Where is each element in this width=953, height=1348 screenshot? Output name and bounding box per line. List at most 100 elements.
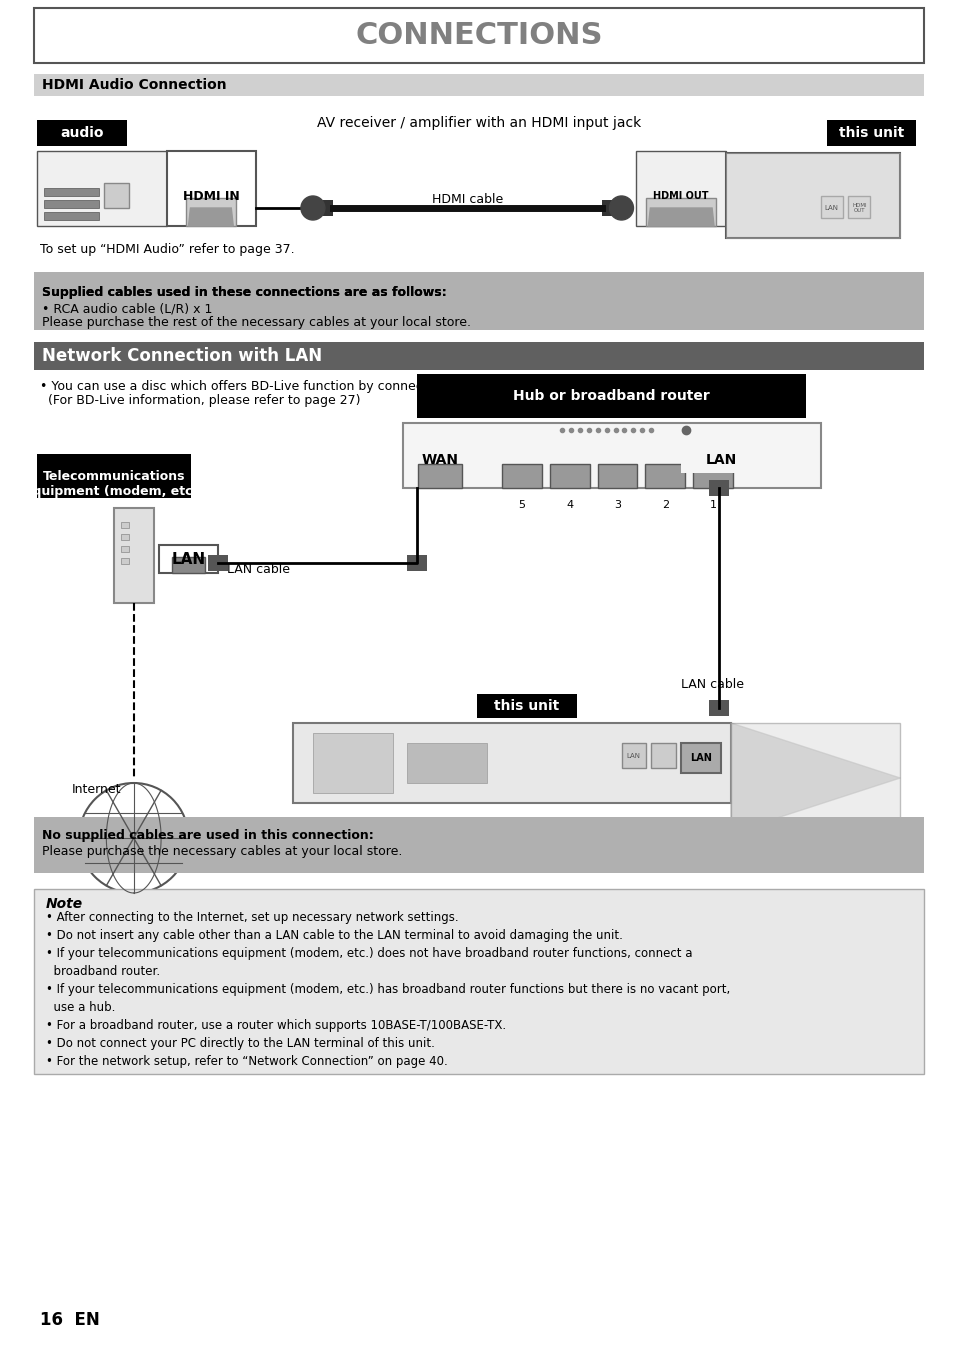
- Bar: [104, 183, 129, 208]
- Text: broadband router.: broadband router.: [46, 965, 160, 979]
- Bar: [645, 464, 684, 488]
- Bar: [313, 200, 333, 216]
- Text: 5: 5: [517, 500, 525, 510]
- Text: this unit: this unit: [494, 700, 559, 713]
- Text: Network Connection with LAN: Network Connection with LAN: [42, 346, 322, 365]
- Bar: [113, 508, 153, 603]
- Bar: [417, 373, 805, 418]
- Text: Please purchase the necessary cables at your local store.: Please purchase the necessary cables at …: [42, 845, 402, 857]
- Bar: [708, 700, 728, 716]
- Text: this unit: this unit: [838, 125, 903, 140]
- Text: use a hub.: use a hub.: [46, 1002, 115, 1014]
- Bar: [121, 558, 129, 563]
- Text: • Do not connect your PC directly to the LAN terminal of this unit.: • Do not connect your PC directly to the…: [46, 1037, 435, 1050]
- Bar: [37, 151, 167, 226]
- Text: • For a broadband router, use a router which supports 10BASE-T/100BASE-TX.: • For a broadband router, use a router w…: [46, 1019, 506, 1033]
- Text: • RCA audio cable (L/R) x 1: • RCA audio cable (L/R) x 1: [42, 302, 213, 315]
- Text: Supplied cables used in these connections are as follows:: Supplied cables used in these connection…: [42, 286, 446, 299]
- Text: AV receiver / amplifier with an HDMI input jack: AV receiver / amplifier with an HDMI inp…: [316, 116, 640, 129]
- Circle shape: [609, 195, 633, 220]
- Bar: [418, 464, 462, 488]
- Bar: [725, 154, 900, 239]
- Bar: [620, 743, 646, 768]
- Bar: [121, 546, 129, 551]
- Text: 1: 1: [709, 500, 716, 510]
- Bar: [186, 198, 236, 226]
- Bar: [601, 200, 620, 216]
- Text: audio: audio: [60, 125, 104, 140]
- Bar: [476, 694, 577, 718]
- Text: LAN cable: LAN cable: [680, 678, 743, 692]
- Bar: [34, 342, 923, 369]
- Bar: [34, 272, 923, 330]
- Circle shape: [300, 195, 325, 220]
- Text: HDMI
OUT: HDMI OUT: [851, 202, 866, 213]
- Bar: [172, 557, 205, 573]
- Bar: [37, 454, 192, 497]
- Text: Telecommunications: Telecommunications: [43, 469, 185, 483]
- Bar: [407, 555, 427, 572]
- Bar: [121, 534, 129, 541]
- Text: CONNECTIONS: CONNECTIONS: [355, 22, 602, 50]
- Bar: [34, 8, 923, 63]
- Text: Please purchase the rest of the necessary cables at your local store.: Please purchase the rest of the necessar…: [42, 315, 471, 329]
- Text: Supplied cables used in these connections are as follows:: Supplied cables used in these connection…: [42, 286, 446, 299]
- Bar: [121, 522, 129, 528]
- Text: HDMI IN: HDMI IN: [183, 190, 239, 202]
- Text: 4: 4: [565, 500, 573, 510]
- Text: 2: 2: [661, 500, 668, 510]
- Bar: [636, 151, 725, 226]
- Text: • If your telecommunications equipment (modem, etc.) has broadband router functi: • If your telecommunications equipment (…: [46, 983, 730, 996]
- Polygon shape: [730, 723, 900, 833]
- Bar: [597, 464, 637, 488]
- Text: equipment (modem, etc.): equipment (modem, etc.): [24, 484, 203, 497]
- Circle shape: [79, 783, 189, 892]
- Text: • If your telecommunications equipment (modem, etc.) does not have broadband rou: • If your telecommunications equipment (…: [46, 948, 692, 960]
- Bar: [680, 743, 720, 772]
- Text: • After connecting to the Internet, set up necessary network settings.: • After connecting to the Internet, set …: [46, 911, 458, 923]
- Text: LAN: LAN: [172, 551, 205, 566]
- Text: • Do not insert any cable other than a LAN cable to the LAN terminal to avoid da: • Do not insert any cable other than a L…: [46, 929, 622, 942]
- Text: LAN: LAN: [823, 205, 838, 212]
- Text: HDMI Audio Connection: HDMI Audio Connection: [42, 78, 227, 92]
- Text: Hub or broadband router: Hub or broadband router: [513, 390, 709, 403]
- Bar: [37, 120, 127, 146]
- Text: No supplied cables are used in this connection:: No supplied cables are used in this conn…: [42, 829, 374, 842]
- Text: • You can use a disc which offers BD-Live function by connecting the unit to the: • You can use a disc which offers BD-Liv…: [40, 380, 598, 394]
- Bar: [693, 464, 732, 488]
- Text: • For the network setup, refer to “Network Connection” on page 40.: • For the network setup, refer to “Netwo…: [46, 1055, 447, 1068]
- Bar: [407, 743, 487, 783]
- Bar: [680, 452, 735, 473]
- Bar: [847, 195, 869, 218]
- Text: To set up “HDMI Audio” refer to page 37.: To set up “HDMI Audio” refer to page 37.: [40, 243, 294, 256]
- Bar: [293, 723, 730, 803]
- Text: WAN: WAN: [421, 453, 458, 466]
- Text: (For BD-Live information, please refer to page 27): (For BD-Live information, please refer t…: [40, 394, 360, 407]
- Bar: [708, 480, 728, 496]
- Bar: [651, 743, 676, 768]
- Text: HDMI OUT: HDMI OUT: [653, 191, 708, 201]
- Polygon shape: [725, 154, 900, 239]
- Text: LAN: LAN: [704, 453, 736, 466]
- Text: LAN: LAN: [626, 754, 639, 759]
- Bar: [208, 555, 228, 572]
- Bar: [501, 464, 541, 488]
- Text: HDMI cable: HDMI cable: [431, 193, 502, 206]
- Bar: [34, 817, 923, 874]
- Bar: [646, 198, 716, 226]
- Bar: [730, 723, 900, 833]
- Bar: [44, 200, 99, 208]
- Bar: [34, 888, 923, 1074]
- Bar: [44, 212, 99, 220]
- Text: 3: 3: [614, 500, 620, 510]
- Bar: [825, 120, 915, 146]
- Polygon shape: [189, 208, 233, 226]
- Polygon shape: [648, 208, 714, 226]
- Bar: [167, 151, 256, 226]
- Bar: [820, 195, 841, 218]
- Bar: [158, 545, 218, 573]
- Text: LAN: LAN: [689, 754, 711, 763]
- Text: LAN cable: LAN cable: [227, 563, 290, 576]
- Text: Internet: Internet: [71, 783, 121, 797]
- Text: Note: Note: [46, 896, 83, 911]
